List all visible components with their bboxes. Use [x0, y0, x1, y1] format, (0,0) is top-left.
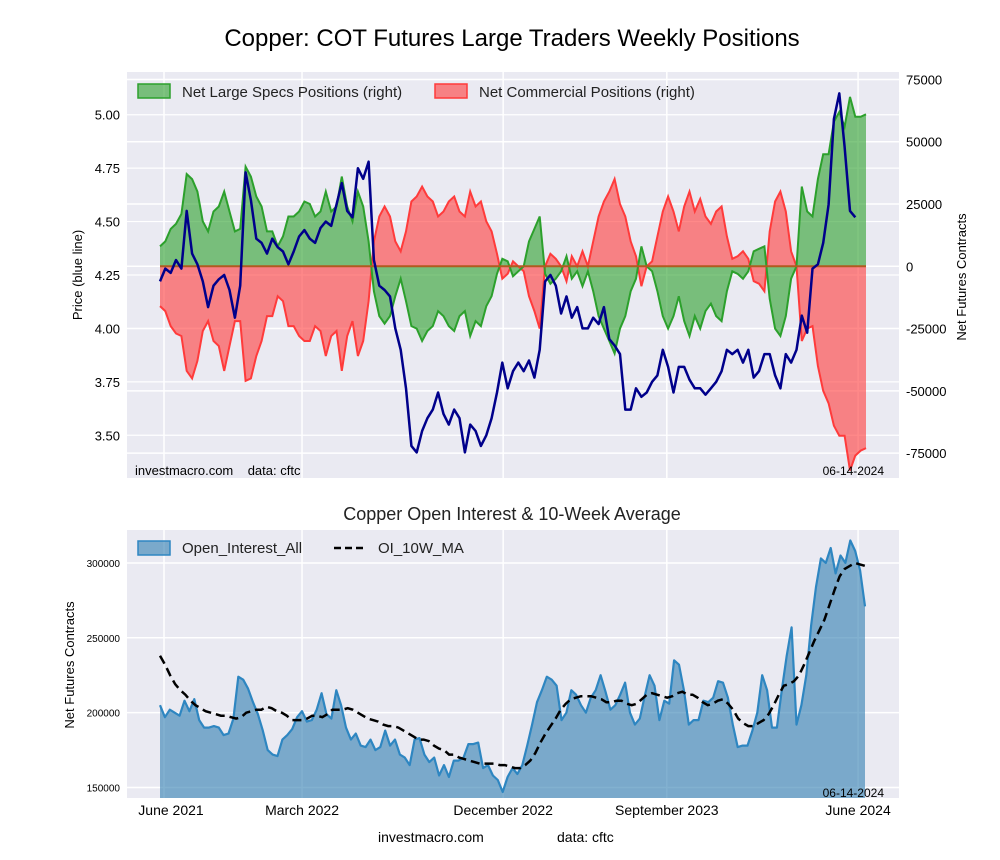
price-tick-label-5: 4.75: [95, 161, 120, 176]
footer-source: investmacro.com: [378, 829, 484, 845]
price-axis-label: Price (blue line): [70, 230, 85, 320]
legend-swatch-open-interest: [137, 540, 171, 556]
date-axis-ticks: June 2021 March 2022 December 2022 Septembe…: [138, 802, 891, 818]
net-positions-axis-label: Net Futures Contracts: [954, 213, 969, 341]
oi-tick-label-0: 150000: [87, 784, 121, 795]
legend-label-large-specs: Net Large Specs Positions (right): [182, 84, 402, 101]
ma-series-line: [158, 561, 866, 770]
net-commercial-line: [159, 175, 867, 471]
positions-legend: Net Large Specs Positions (right) Net Co…: [137, 83, 695, 101]
net-positions-tick-label-0: -75000: [906, 446, 946, 461]
date-tick-label-2: December 2022: [453, 802, 553, 818]
legend-swatch-commercial: [434, 83, 468, 99]
open-interest-fill: [160, 540, 865, 798]
price-line: [158, 92, 857, 454]
net-positions-tick-label-5: 50000: [906, 135, 942, 150]
price-tick-label-4: 4.50: [95, 215, 120, 230]
positions-panel: 3.50 3.75 4.00 4.25 4.50 4.75 5.00 -75000 -5000…: [70, 72, 969, 478]
legend-label-open-interest: Open_Interest_All: [182, 540, 302, 557]
net-positions-tick-label-3: 0: [906, 259, 913, 274]
figure-title: Copper: COT Futures Large Traders Weekly…: [224, 25, 799, 52]
date-tick-label-4: June 2024: [825, 802, 891, 818]
legend-label-commercial: Net Commercial Positions (right): [479, 84, 695, 101]
price-tick-label-2: 4.00: [95, 321, 120, 336]
ma-line: [158, 561, 866, 770]
net-positions-axis-ticks: -75000 -50000 -25000 0 25000 50000 75000: [906, 72, 946, 461]
price-axis-ticks: 3.50 3.75 4.00 4.25 4.50 4.75 5.00: [95, 108, 120, 444]
oi-tick-label-1: 200000: [87, 709, 121, 720]
date-tick-label-0: June 2021: [138, 802, 204, 818]
price-tick-label-1: 3.75: [95, 375, 120, 390]
oi-tick-label-2: 250000: [87, 634, 121, 645]
price-tick-label-0: 3.50: [95, 428, 120, 443]
price-tick-label-3: 4.25: [95, 268, 120, 283]
open-interest-watermark-date: 06-14-2024: [823, 786, 885, 800]
footer-data: data: cftc: [557, 829, 614, 845]
open-interest-title: Copper Open Interest & 10-Week Average: [343, 504, 681, 524]
net-positions-tick-label-1: -50000: [906, 384, 946, 399]
legend-label-ma: OI_10W_MA: [378, 540, 464, 557]
positions-watermark-left: investmacro.com data: cftc: [135, 463, 301, 478]
positions-watermark-date: 06-14-2024: [823, 464, 885, 478]
net-positions-tick-label-2: -25000: [906, 322, 946, 337]
net-positions-tick-label-6: 75000: [906, 72, 942, 87]
oi-tick-label-3: 300000: [87, 559, 121, 570]
net-commercial-area: [160, 179, 866, 471]
net-large-specs-area: [160, 96, 866, 354]
open-interest-legend: Open_Interest_All OI_10W_MA: [137, 540, 464, 557]
net-positions-tick-label-4: 25000: [906, 197, 942, 212]
price-tick-label-6: 5.00: [95, 108, 120, 123]
open-interest-axis-label: Net Futures Contracts: [62, 601, 77, 729]
legend-swatch-large-specs: [137, 83, 171, 99]
open-interest-axis-ticks: 150000 200000 250000 300000: [87, 559, 121, 795]
date-tick-label-3: September 2023: [615, 802, 719, 818]
open-interest-panel: Copper Open Interest & 10-Week Average 1…: [62, 504, 899, 818]
date-tick-label-1: March 2022: [265, 802, 339, 818]
price-series-line: [158, 92, 857, 454]
